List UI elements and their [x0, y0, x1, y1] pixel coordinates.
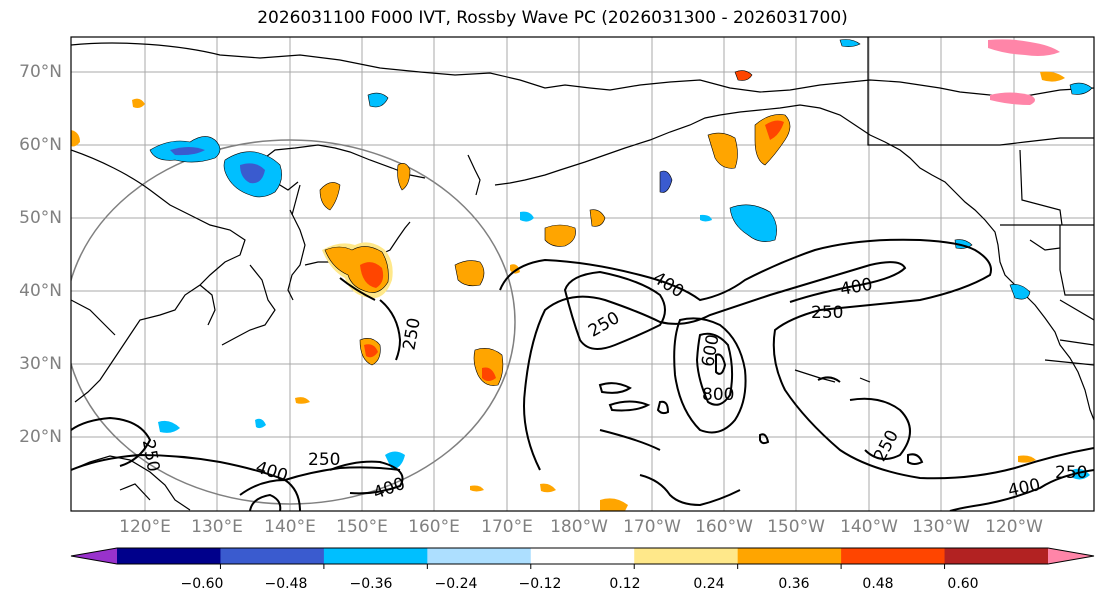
map-title: 2026031100 F000 IVT, Rossby Wave PC (202…: [257, 8, 848, 28]
ivt-contours: [71, 238, 1094, 511]
lat-label: 20°N: [19, 427, 62, 447]
colorbar-tick-label: −0.36: [349, 576, 393, 592]
colorbar-outline: [70, 547, 1095, 565]
colorbar-tick-label: −0.48: [264, 576, 308, 592]
lon-label: 160°W: [695, 517, 753, 537]
great-circle: [71, 139, 516, 505]
map-area: [71, 37, 1094, 511]
colorbar-segment: [323, 548, 428, 564]
contour-label-800: 800: [702, 385, 734, 405]
colorbar: [70, 547, 1095, 569]
colorbar-tick-label: 0.36: [778, 576, 810, 592]
coastlines: [71, 37, 1094, 511]
lon-label: 140°W: [840, 517, 898, 537]
lon-label: 180°W: [550, 517, 608, 537]
lon-label: 170°E: [481, 517, 533, 537]
map-frame: [70, 36, 1095, 512]
contour-label-250: 250: [811, 303, 843, 323]
colorbar-tick-label: −0.24: [434, 576, 478, 592]
colorbar-extend-max: [1048, 548, 1094, 564]
colorbar-segment: [737, 548, 842, 564]
colorbar-tick-label: −0.60: [180, 576, 224, 592]
colorbar-tick-label: 0.12: [609, 576, 641, 592]
lat-label: 30°N: [19, 354, 62, 374]
colorbar-extend-min: [71, 548, 117, 564]
colorbar-segment: [220, 548, 325, 564]
colorbar-segment: [634, 548, 739, 564]
lat-label: 70°N: [19, 62, 62, 82]
lon-label: 150°W: [767, 517, 825, 537]
lat-label: 40°N: [19, 281, 62, 301]
contour-label-250: 250: [1055, 463, 1087, 483]
lon-label: 170°W: [623, 517, 681, 537]
colorbar-tick-label: 0.60: [947, 576, 979, 592]
colorbar-segment: [944, 548, 1049, 564]
lat-label: 60°N: [19, 135, 62, 155]
lon-label: 140°E: [264, 517, 316, 537]
ivt-shading: [71, 39, 1093, 511]
colorbar-tick-label: −0.12: [518, 576, 562, 592]
lat-label: 50°N: [19, 208, 62, 228]
colorbar-tick-label: 0.24: [693, 576, 725, 592]
colorbar-segment: [530, 548, 635, 564]
contour-label-250: 250: [308, 450, 340, 470]
colorbar-segment: [841, 548, 946, 564]
lon-label: 120°W: [985, 517, 1043, 537]
lon-label: 150°E: [336, 517, 388, 537]
colorbar-segment: [117, 548, 221, 564]
gridlines: [71, 37, 1094, 511]
lon-label: 160°E: [408, 517, 460, 537]
colorbar-segment: [427, 548, 532, 564]
lon-label: 130°E: [191, 517, 243, 537]
lon-label: 120°E: [119, 517, 171, 537]
colorbar-tick-label: 0.48: [862, 576, 894, 592]
lon-label: 130°W: [912, 517, 970, 537]
